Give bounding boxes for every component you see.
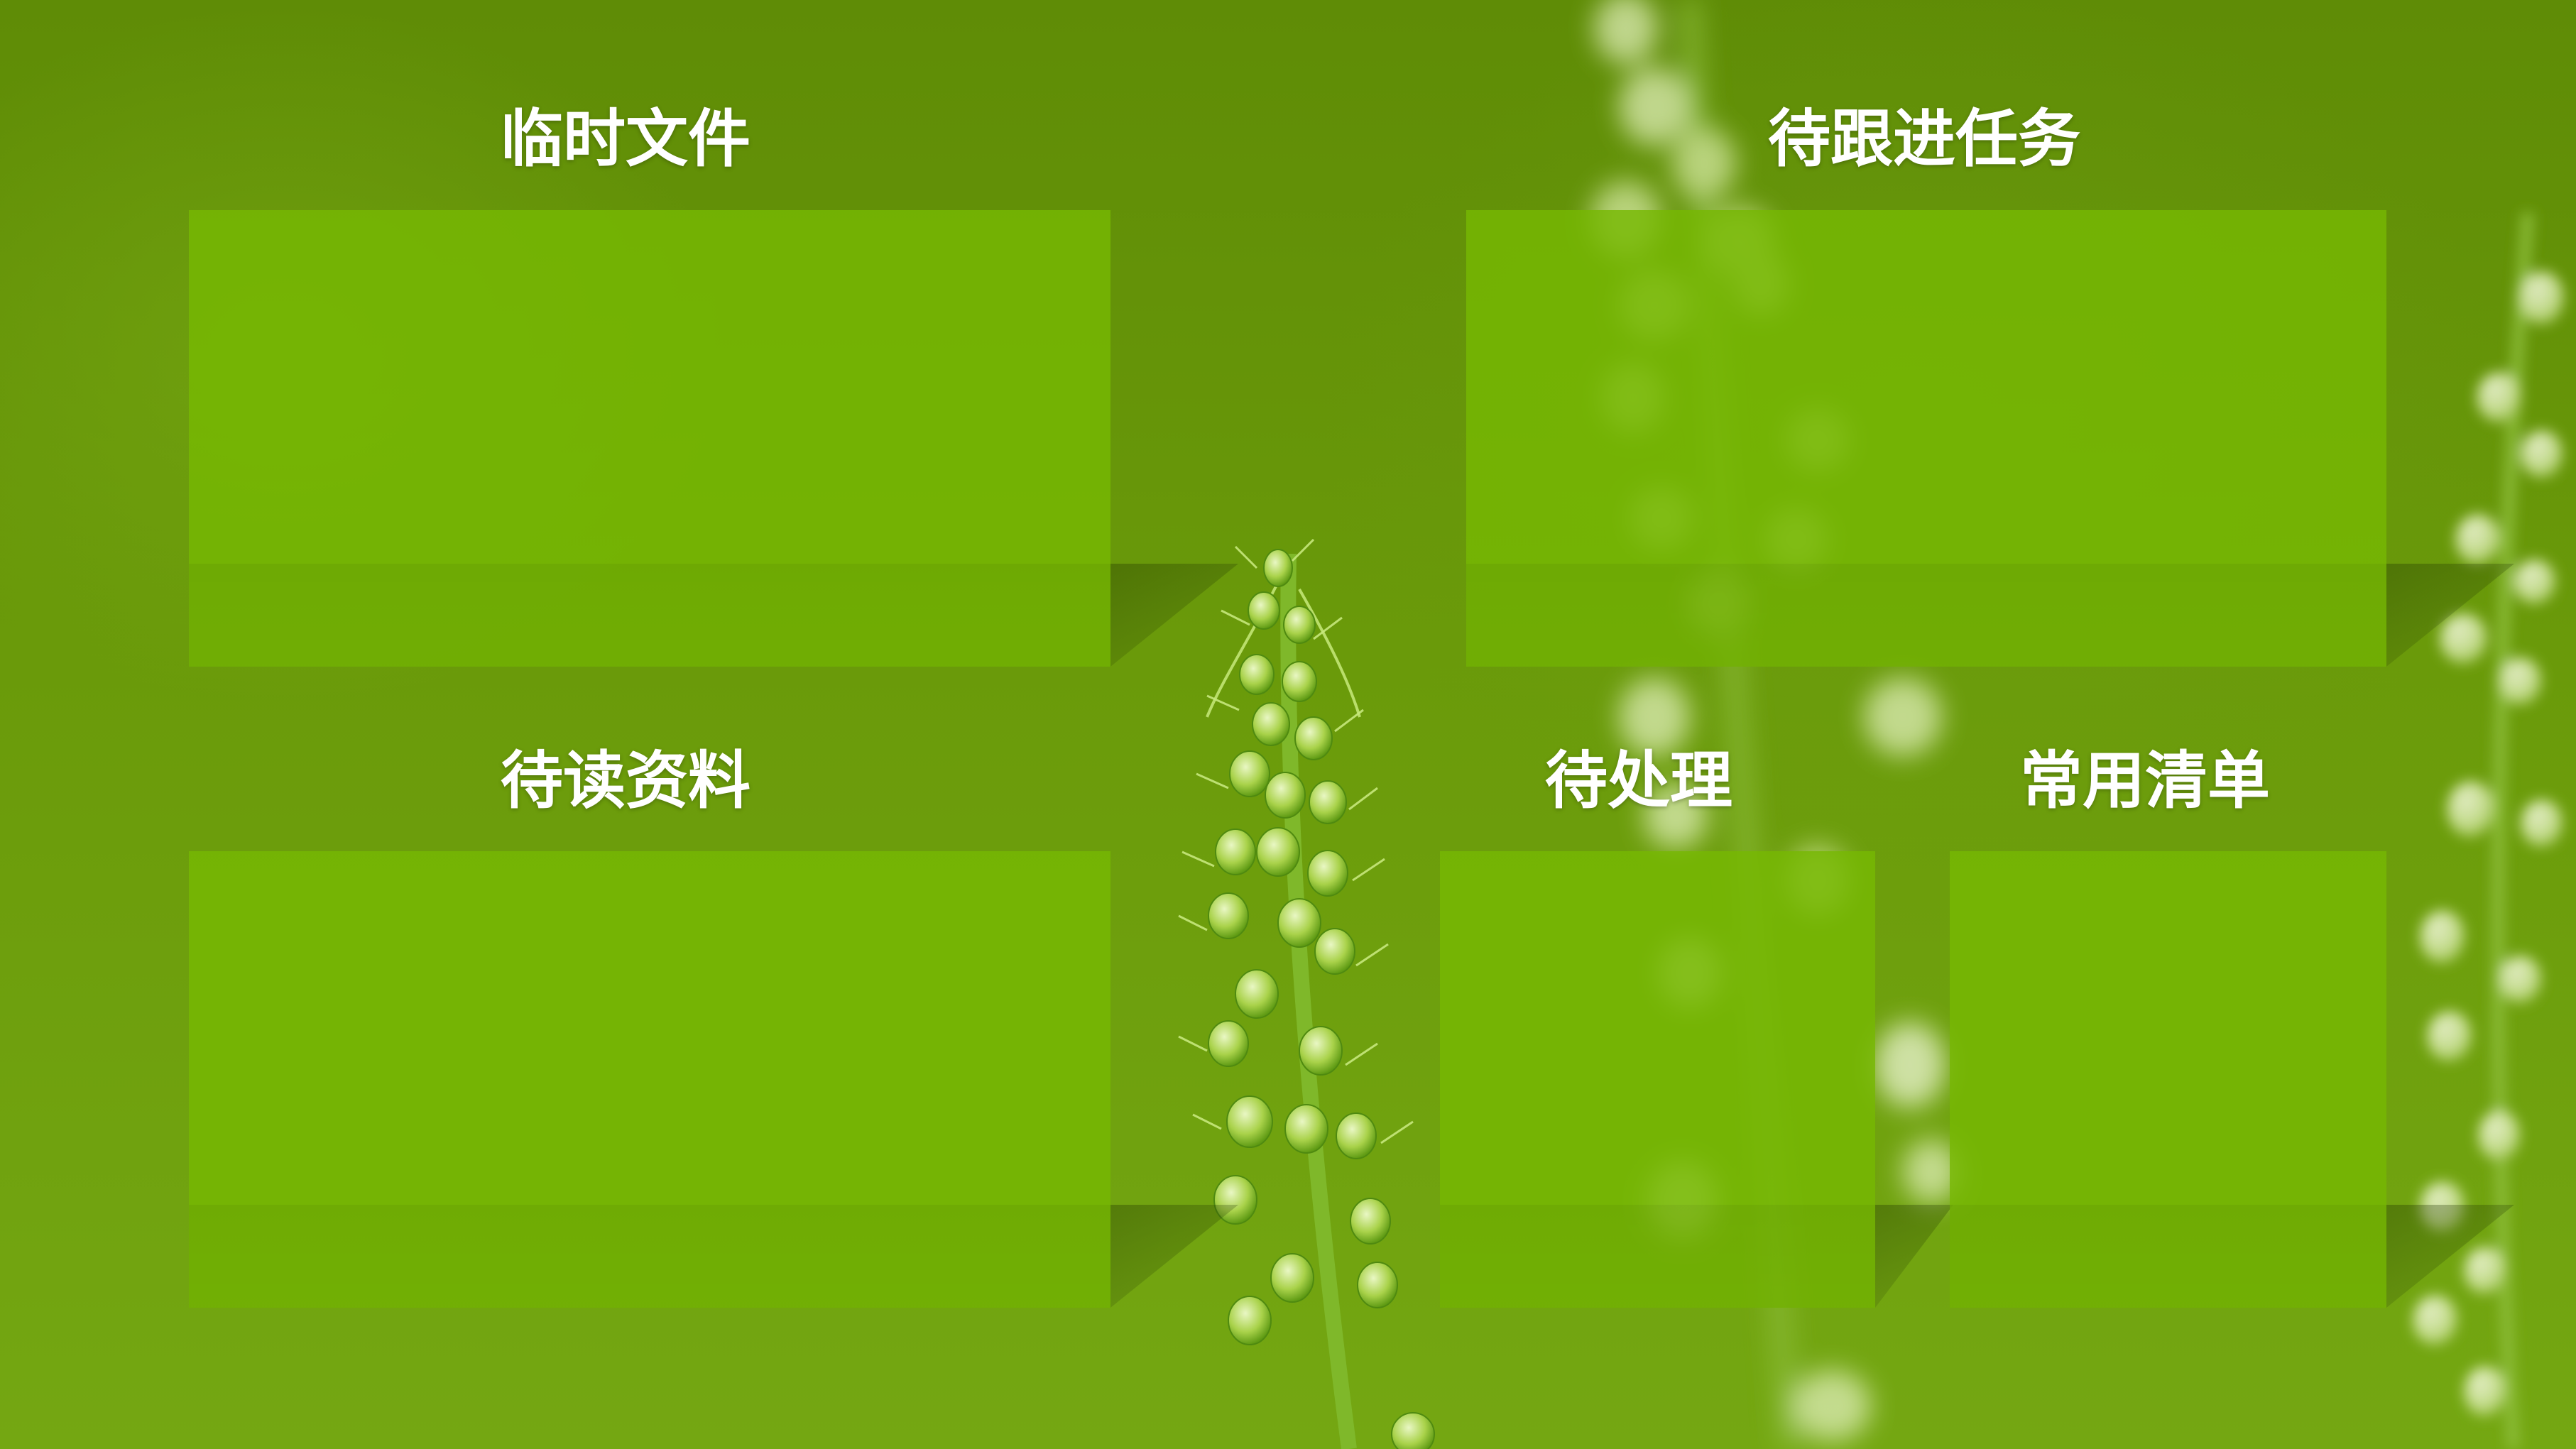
zone-fold: [1950, 1205, 2386, 1308]
zone-panel-temp-files[interactable]: [189, 210, 1238, 667]
zone-title-temp-files: 临时文件: [500, 102, 751, 175]
zone-fold: [1466, 564, 2386, 667]
zone-shadow: [2386, 564, 2514, 667]
zone-panel-pending[interactable]: [1440, 851, 1953, 1308]
zone-fold: [189, 1205, 1110, 1308]
zone-title-reading-materials: 待读资料: [500, 744, 751, 817]
zone-panel-follow-up-tasks[interactable]: [1466, 210, 2514, 667]
zone-fold: [189, 564, 1110, 667]
zone-shadow: [1875, 1205, 1953, 1308]
zone-panel-common-lists[interactable]: [1950, 851, 2514, 1308]
zone-panel-reading-materials[interactable]: [189, 851, 1238, 1308]
zone-title-pending: 待处理: [1544, 744, 1732, 817]
zone-shadow: [1110, 564, 1238, 667]
zone-shadow: [1110, 1205, 1238, 1308]
zone-title-common-lists: 常用清单: [2019, 744, 2270, 817]
zone-fold: [1440, 1205, 1875, 1308]
zone-title-follow-up-tasks: 待跟进任务: [1767, 102, 2080, 175]
zone-shadow: [2386, 1205, 2514, 1308]
